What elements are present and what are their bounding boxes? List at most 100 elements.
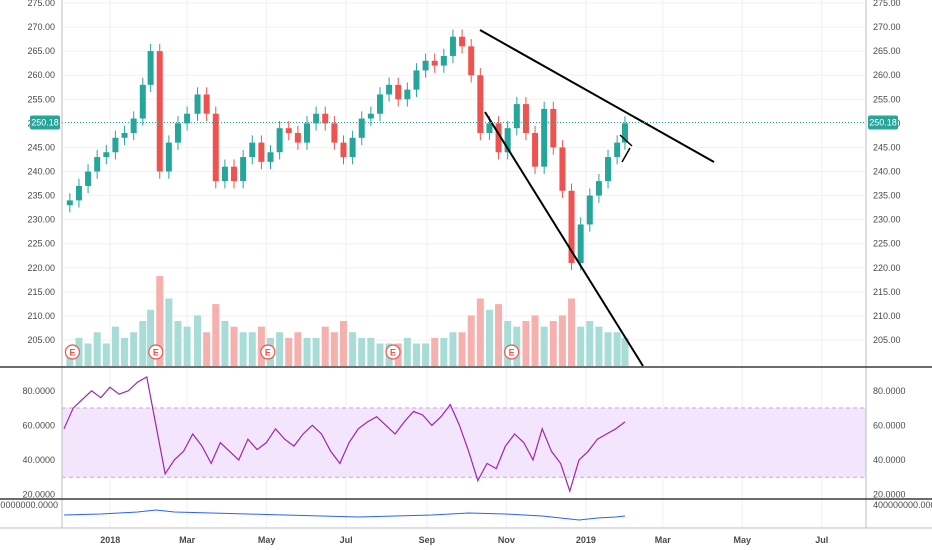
- y-tick-left: 270.00: [27, 22, 55, 32]
- volume-bar: [239, 332, 247, 366]
- candle-body[interactable]: [147, 51, 154, 85]
- volume-bar: [422, 343, 430, 366]
- candle-body[interactable]: [267, 152, 274, 162]
- candle-body[interactable]: [340, 142, 347, 158]
- volume-bar: [431, 337, 439, 366]
- volume-bar: [358, 337, 366, 366]
- candle-body[interactable]: [541, 108, 548, 167]
- earnings-marker[interactable]: [148, 344, 164, 360]
- candle-body[interactable]: [156, 51, 163, 172]
- candle-body[interactable]: [605, 157, 612, 182]
- y-tick-left: 215.00: [27, 287, 55, 297]
- candle-body[interactable]: [522, 104, 529, 133]
- candle-body[interactable]: [349, 137, 356, 158]
- rsi-panel[interactable]: 20.0000 20.0000 40.0000 40.0000 60.0000 60.00…: [22, 375, 906, 500]
- volume-bar: [586, 321, 594, 366]
- candle-body[interactable]: [459, 36, 466, 47]
- earnings-marker[interactable]: [503, 344, 520, 360]
- candle-body[interactable]: [449, 36, 456, 56]
- candle-body[interactable]: [422, 60, 429, 71]
- volume-bar: [485, 309, 493, 366]
- candle-body[interactable]: [165, 142, 172, 172]
- candle-body[interactable]: [386, 84, 393, 95]
- candle-body[interactable]: [313, 113, 320, 124]
- earnings-marker[interactable]: [64, 344, 81, 360]
- small-trendline-a[interactable]: [619, 134, 633, 147]
- volume-bar: [376, 343, 384, 366]
- y-tick-right: 220.00: [873, 263, 901, 273]
- candle-body[interactable]: [595, 181, 602, 196]
- candle-body[interactable]: [376, 94, 383, 114]
- candle-body[interactable]: [240, 157, 247, 182]
- candle-body[interactable]: [75, 185, 82, 201]
- volume-bar: [621, 337, 629, 366]
- candle-body[interactable]: [395, 84, 402, 100]
- candle-body[interactable]: [66, 200, 73, 206]
- candle-body[interactable]: [322, 113, 329, 124]
- candle-body[interactable]: [194, 94, 201, 114]
- volume-bar: [604, 332, 612, 366]
- candle-body[interactable]: [559, 147, 566, 191]
- lower-trendline[interactable]: [484, 111, 644, 367]
- candle-body[interactable]: [85, 171, 92, 186]
- candle-body[interactable]: [103, 152, 110, 158]
- candle-body[interactable]: [413, 70, 420, 90]
- candle-body[interactable]: [258, 142, 265, 162]
- candle-body[interactable]: [504, 128, 511, 153]
- candle-body[interactable]: [303, 123, 310, 143]
- y-tick-left: 275.00: [27, 0, 55, 8]
- earnings-marker[interactable]: [385, 344, 401, 360]
- candle-body[interactable]: [486, 123, 493, 133]
- candle-body[interactable]: [468, 46, 475, 76]
- candle-body[interactable]: [550, 108, 557, 148]
- candle-body[interactable]: [532, 132, 539, 167]
- candle-body[interactable]: [568, 190, 575, 263]
- rsi-line[interactable]: [63, 375, 626, 494]
- vol-ind-line[interactable]: [63, 509, 626, 521]
- candle-body[interactable]: [174, 123, 181, 143]
- y-tick-right: 230.00: [873, 215, 901, 225]
- candle-body[interactable]: [404, 89, 411, 100]
- x-tick-label: May: [734, 535, 752, 545]
- volume-bar: [230, 326, 238, 366]
- candle-body[interactable]: [477, 75, 484, 133]
- candle-body[interactable]: [121, 132, 128, 138]
- candle-body[interactable]: [577, 224, 584, 263]
- candle-body[interactable]: [614, 142, 621, 158]
- candle-body[interactable]: [221, 166, 228, 182]
- candle-body[interactable]: [112, 137, 119, 153]
- candle-body[interactable]: [231, 166, 238, 182]
- earnings-marker[interactable]: [260, 344, 276, 360]
- candle-body[interactable]: [94, 157, 101, 172]
- candlestick-series[interactable]: [66, 29, 628, 271]
- volume-bar: [549, 321, 557, 366]
- candle-body[interactable]: [431, 60, 438, 66]
- candle-body[interactable]: [495, 123, 502, 153]
- trendlines[interactable]: [479, 29, 715, 367]
- volume-bar: [467, 315, 475, 366]
- candle-body[interactable]: [440, 55, 447, 66]
- candle-body[interactable]: [184, 113, 191, 124]
- candle-body[interactable]: [249, 142, 256, 158]
- candle-body[interactable]: [367, 113, 374, 119]
- candle-body[interactable]: [331, 123, 338, 143]
- candle-body[interactable]: [130, 118, 137, 133]
- candle-body[interactable]: [358, 118, 365, 138]
- volume-bar: [495, 304, 503, 366]
- candle-body[interactable]: [203, 94, 210, 114]
- small-trendline-b[interactable]: [621, 147, 631, 163]
- volume-bar: [121, 337, 129, 366]
- volume-bar: [568, 298, 576, 366]
- candle-body[interactable]: [212, 113, 219, 182]
- candle-body[interactable]: [621, 123, 628, 143]
- candle-body[interactable]: [294, 132, 301, 143]
- candle-body[interactable]: [285, 128, 292, 133]
- candle-body[interactable]: [586, 195, 593, 225]
- candle-body[interactable]: [276, 128, 283, 153]
- candle-body[interactable]: [513, 104, 520, 129]
- upper-trendline[interactable]: [479, 29, 715, 163]
- candle-body[interactable]: [139, 84, 146, 119]
- volume-indicator-panel[interactable]: 400000000.0000 400000000.0000: [0, 500, 932, 521]
